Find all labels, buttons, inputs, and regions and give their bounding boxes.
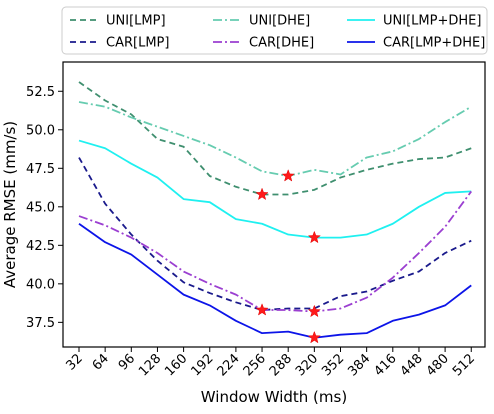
y-axis-label: Average RMSE (mm/s): [1, 121, 19, 288]
series-line-car-lmp-dhe-: [78, 223, 472, 339]
best-point-marker: [255, 187, 269, 201]
legend-label: CAR[LMP+DHE]: [383, 36, 485, 51]
x-tick-label: 192: [188, 351, 216, 379]
series-line-uni-lmp-dhe-: [78, 139, 472, 239]
x-tick-label: 480: [424, 351, 452, 379]
legend-label: CAR[DHE]: [249, 36, 314, 51]
x-tick-label: 416: [371, 351, 399, 379]
series-line-uni-dhe-: [78, 101, 472, 177]
series-line-uni-lmp-: [78, 81, 472, 196]
y-tick-label: 40.0: [26, 277, 55, 292]
best-point-marker: [307, 230, 321, 244]
x-tick-label: 160: [162, 351, 190, 379]
best-point-marker: [281, 169, 295, 182]
x-tick-label: 224: [215, 351, 243, 379]
legend-label: UNI[LMP+DHE]: [383, 14, 481, 29]
x-tick-label: 256: [241, 351, 269, 379]
y-tick-label: 45.0: [26, 200, 55, 215]
x-tick-label: 448: [398, 351, 426, 379]
x-tick-label: 128: [136, 351, 164, 379]
x-tick-label: 288: [267, 351, 295, 379]
legend-label: CAR[LMP]: [106, 36, 169, 51]
series-line-car-dhe-: [78, 190, 472, 313]
x-tick-label: 512: [450, 351, 478, 379]
plot-layer: 37.5 40.0 42.5 45.0 47.5 50.0 52.5 32 64 96128160…: [1, 61, 486, 406]
y-tick-label: 37.5: [26, 316, 55, 331]
plot-frame: [62, 61, 486, 348]
y-tick-label: 50.0: [26, 123, 55, 138]
x-axis-label: Window Width (ms): [201, 388, 347, 406]
legend: UNI[LMP] UNI[DHE] UNI[LMP+DHE] CAR[LMP] CAR[…: [61, 6, 488, 55]
x-tick-label: 384: [345, 351, 373, 379]
y-tick-label: 47.5: [26, 162, 55, 177]
y-tick-label: 52.5: [26, 85, 55, 100]
series-line-car-lmp-: [78, 157, 472, 311]
x-tick-label: 32: [64, 351, 86, 373]
x-tick-label: 96: [116, 351, 138, 373]
best-point-marker: [307, 304, 321, 318]
legend-label: UNI[LMP]: [106, 14, 166, 29]
x-tick-label: 64: [90, 351, 112, 373]
x-tick-label: 320: [293, 351, 321, 379]
legend-label: UNI[DHE]: [249, 14, 310, 29]
legend-box: [61, 6, 488, 55]
y-tick-label: 42.5: [26, 239, 55, 254]
x-tick-label: 352: [319, 351, 347, 379]
best-point-marker: [255, 303, 269, 316]
best-point-marker: [307, 330, 321, 344]
